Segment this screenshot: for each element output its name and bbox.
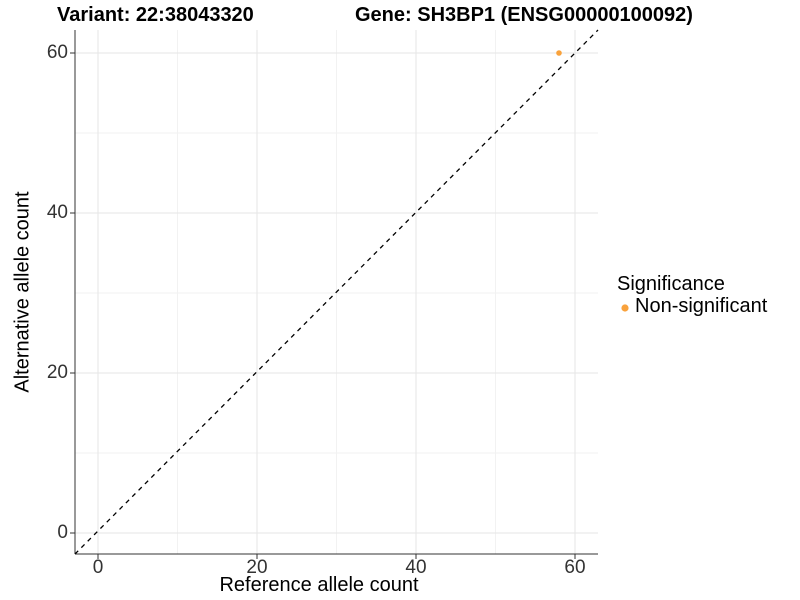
y-tick-label: 0 xyxy=(57,522,68,543)
plot-title-gene: Gene: SH3BP1 (ENSG00000100092) xyxy=(355,4,693,26)
minor-gridlines xyxy=(75,30,598,554)
x-tick-label: 40 xyxy=(405,557,427,578)
x-tick-label: 20 xyxy=(246,557,268,578)
legend-item-label: Non-significant xyxy=(635,295,768,317)
major-gridlines xyxy=(75,30,598,554)
y-tick-label: 20 xyxy=(46,362,68,383)
x-axis-title: Reference allele count xyxy=(219,574,419,596)
identity-dashed-line xyxy=(74,29,599,555)
x-tick-label: 0 xyxy=(92,557,104,578)
legend: Significance Non-significant xyxy=(617,274,767,317)
y-tick-label: 40 xyxy=(46,202,68,223)
legend-point-icon xyxy=(621,303,629,312)
plot-title-variant: Variant: 22:38043320 xyxy=(57,4,254,26)
legend-title: Significance xyxy=(617,273,725,295)
y-tick-label: 60 xyxy=(46,42,68,63)
y-axis-title: Alternative allele count xyxy=(11,191,34,393)
data-point xyxy=(556,50,562,56)
x-tick-label: 60 xyxy=(564,557,586,578)
axis-lines xyxy=(74,30,598,555)
legend-item-non-significant: Non-significant xyxy=(617,296,767,317)
tick-marks xyxy=(70,52,576,559)
